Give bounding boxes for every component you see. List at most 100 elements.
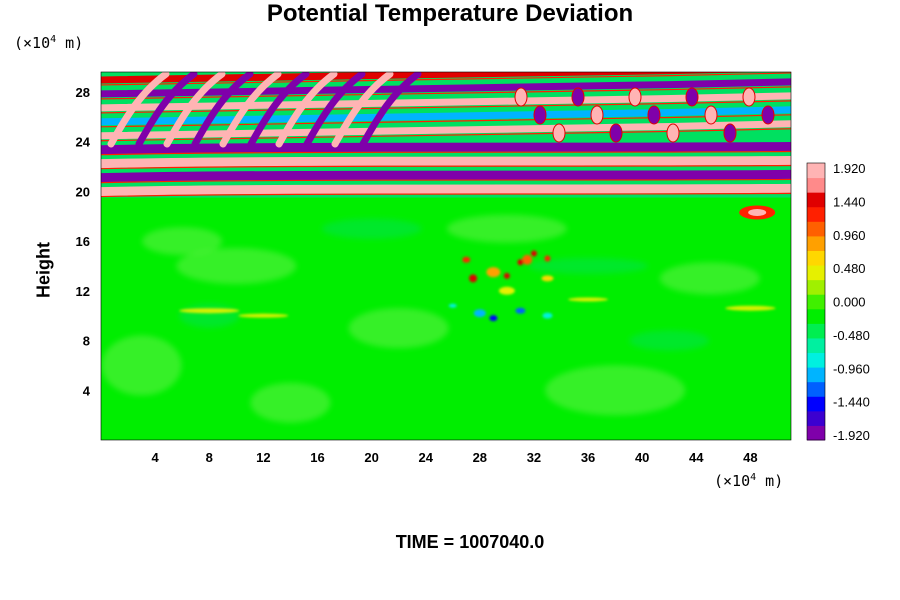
y-tick-labels: 4 8 12 16 20 24 28	[76, 85, 91, 398]
wave-band	[101, 155, 791, 169]
x-tick-label: 16	[310, 450, 324, 465]
wave-edge	[101, 178, 791, 184]
wave-cell	[748, 208, 767, 216]
cluster-cell	[515, 307, 526, 314]
field-patch	[629, 330, 710, 351]
x-tick-label: 44	[689, 450, 704, 465]
y-tick-label: 20	[76, 184, 90, 199]
wave-cell	[647, 105, 661, 125]
wave-ripple	[303, 72, 366, 148]
cluster-cell	[517, 259, 524, 266]
colorbar-swatch	[807, 279, 825, 295]
chart-title: Potential Temperature Deviation	[266, 0, 634, 27]
wave-edge	[101, 72, 791, 86]
cluster-cell	[522, 254, 533, 265]
wave-ripple	[247, 72, 310, 148]
cluster-cell	[541, 275, 554, 282]
colorbar-swatch	[807, 410, 825, 426]
wave-cell	[761, 105, 775, 125]
colorbar-swatch	[807, 308, 825, 324]
cluster-cell	[542, 312, 553, 319]
colorbar-swatch	[807, 221, 825, 237]
wave-ripple	[331, 72, 394, 148]
colorbar-swatch	[807, 323, 825, 339]
wave-cell	[590, 105, 604, 125]
wave-cell	[742, 87, 756, 107]
colorbar-tick-label: 0.960	[833, 228, 866, 243]
colorbar-swatch	[807, 235, 825, 251]
wave-band	[101, 142, 791, 155]
gravity-waves	[101, 72, 791, 220]
colorbar-swatch	[807, 396, 825, 412]
field-streak	[725, 305, 776, 311]
cluster-cell	[462, 256, 471, 263]
wave-cell	[723, 123, 737, 143]
wave-cell	[685, 87, 699, 107]
y-tick-label: 28	[76, 85, 90, 100]
wave-edge	[101, 150, 791, 156]
colorbar-tick-label: 0.000	[833, 295, 866, 310]
x-tick-label: 32	[527, 450, 541, 465]
field-patch	[545, 365, 686, 416]
colorbar-tick-label: 0.480	[833, 261, 866, 276]
wave-ripple	[163, 72, 226, 148]
cluster-cell	[544, 255, 551, 262]
wave-ripple	[135, 72, 198, 148]
field-patch	[528, 257, 649, 274]
wave-cell	[552, 123, 566, 143]
colorbar-swatch	[807, 265, 825, 281]
wave-cell	[628, 87, 642, 107]
wave-cell	[571, 87, 585, 107]
wave-edge	[101, 164, 791, 170]
field-patch	[101, 335, 182, 396]
time-label: TIME = 1007040.0	[395, 532, 545, 552]
colorbar-tick-label: 1.920	[833, 161, 866, 176]
colorbar-swatch	[807, 352, 825, 368]
plot-frame	[100, 71, 792, 441]
colorbar-tick-label: -0.960	[833, 361, 870, 376]
colorbar-tick-label: -0.480	[833, 328, 870, 343]
y-tick-label: 8	[83, 334, 90, 349]
field-streak	[179, 308, 240, 314]
cluster-cell	[503, 272, 510, 279]
colorbar-swatch	[807, 294, 825, 310]
x-axis-unit: (×104 m)	[714, 472, 784, 490]
colorbar-swatch	[807, 192, 825, 208]
field-streak	[238, 313, 289, 318]
field-patch	[142, 227, 223, 256]
colorbar-frame	[806, 162, 826, 441]
x-tick-label: 20	[364, 450, 378, 465]
colorbar-tick-labels: 1.920 1.440 0.960 0.480 0.000 -0.480 -0.960 -1.…	[833, 161, 870, 443]
colorbar-swatch	[807, 250, 825, 266]
colorbar-swatch	[807, 163, 825, 179]
colorbar-swatch	[807, 425, 825, 441]
wave-band	[101, 169, 791, 183]
wave-band	[101, 183, 791, 197]
colorbar-swatch	[807, 206, 825, 222]
colorbar-swatch	[807, 381, 825, 397]
wave-ripple	[275, 72, 338, 148]
wave-cell	[666, 123, 680, 143]
y-tick-label: 12	[76, 284, 90, 299]
wave-ripple	[219, 72, 282, 148]
colorbar-tick-label: 1.440	[833, 194, 866, 209]
x-tick-label: 8	[206, 450, 213, 465]
colorbar-swatch	[807, 337, 825, 354]
wave-cell	[533, 105, 547, 125]
colorbar-tick-label: -1.920	[833, 428, 870, 443]
field-patch	[179, 303, 240, 328]
heatmap-field	[101, 72, 791, 440]
wave-cell	[609, 123, 623, 143]
x-tick-label: 12	[256, 450, 270, 465]
cluster-cell	[469, 274, 478, 283]
convective-cluster	[448, 250, 554, 322]
x-tick-label: 36	[581, 450, 595, 465]
colorbar-swatch	[807, 177, 825, 193]
colorbar	[806, 162, 826, 441]
cluster-cell	[473, 309, 486, 318]
wave-edge	[101, 192, 791, 198]
field-patch	[250, 382, 331, 423]
y-tick-label: 24	[76, 135, 91, 150]
wave-edge	[101, 114, 791, 128]
